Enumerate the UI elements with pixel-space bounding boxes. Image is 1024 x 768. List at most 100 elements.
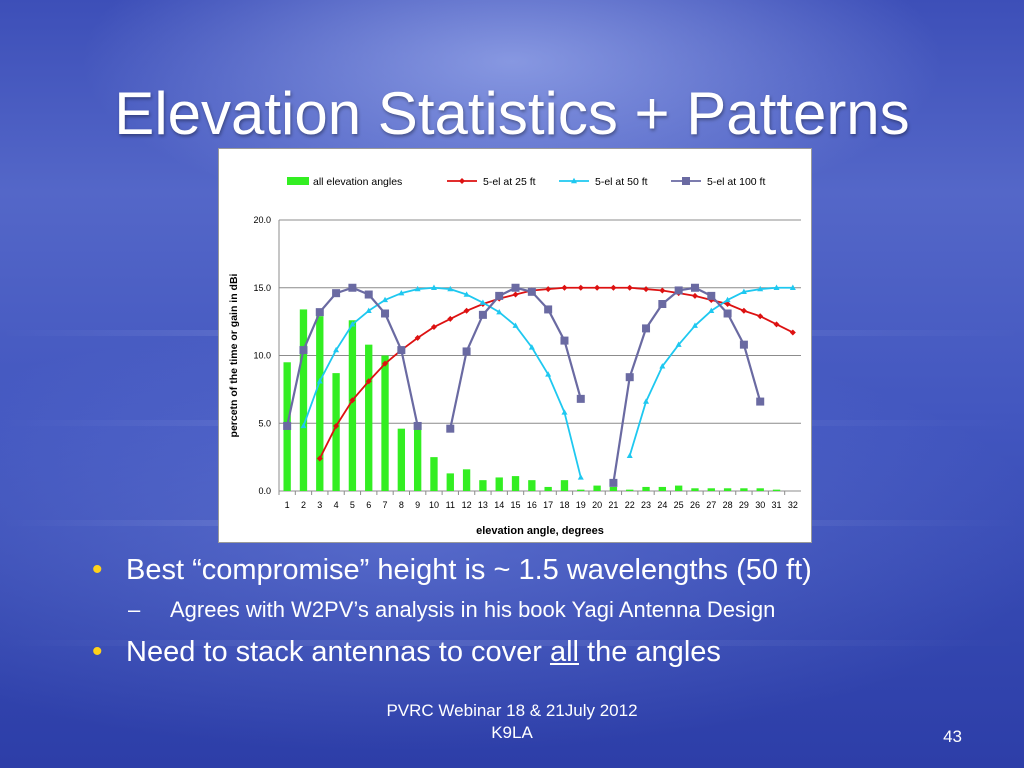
data-point [658,300,667,309]
data-point [479,299,486,305]
legend-label: 5-el at 100 ft [707,176,765,188]
data-point [560,336,569,345]
data-point [576,394,585,403]
data-point [757,313,764,320]
data-point [512,291,519,298]
data-point [659,363,666,369]
data-point [610,284,617,291]
bullet-text-underlined: all [549,636,579,668]
data-point [332,289,341,298]
data-point [478,310,487,319]
x-tick-label: 29 [739,500,749,510]
data-point [545,286,552,293]
legend-marker [571,177,577,184]
dash-icon: – [128,597,141,622]
legend-swatch [287,177,309,185]
data-point [659,287,666,294]
data-point [674,286,683,295]
bar [397,428,406,491]
data-point [447,285,454,292]
data-point [691,292,698,299]
series-line [302,286,582,478]
bar [446,473,454,491]
data-point [283,421,292,430]
bar [381,355,389,491]
bar [511,476,520,491]
legend-label: 5-el at 25 ft [483,176,536,188]
x-tick-label: 19 [576,500,586,510]
data-point [544,305,553,314]
data-point [789,284,796,290]
data-point [413,421,422,430]
data-point [577,284,584,291]
legend-label: 5-el at 50 ft [595,176,648,188]
data-point [333,422,340,429]
data-point [609,478,618,487]
data-point [496,308,503,315]
x-tick-label: 2 [301,500,306,510]
bar [740,488,748,491]
x-tick-label: 32 [788,500,798,510]
data-point [577,474,584,480]
bar [658,486,667,491]
data-point [756,397,765,406]
y-axis-title: percetn of the time or gain in dBi [228,273,240,437]
x-tick-label: 24 [657,500,667,510]
data-point [316,455,323,462]
series-line [612,286,762,484]
bar [723,488,732,491]
bar [479,480,487,491]
data-point [626,452,633,458]
bullet-text: Need to stack antennas to cover all the … [126,634,721,670]
x-tick-label: 16 [527,500,537,510]
footer-line-1: PVRC Webinar 18 & 21July 2012 [386,701,638,720]
x-tick-label: 6 [366,500,371,510]
legend-marker [459,178,465,184]
bullet-text: Best “compromise” height is ~ 1.5 wavele… [126,554,812,586]
bar [413,423,422,491]
data-point [773,284,780,290]
y-tick-label: 0.0 [258,486,271,496]
x-tick-label: 1 [285,500,290,510]
data-point [398,289,405,296]
footer-text: PVRC Webinar 18 & 21July 2012 K9LA [362,700,662,744]
x-tick-label: 7 [383,500,388,510]
bar [772,489,781,491]
data-point [511,283,520,292]
data-point [643,286,650,293]
bar [299,309,308,491]
x-tick-label: 21 [608,500,618,510]
x-tick-label: 28 [723,500,733,510]
legend-label: all elevation angles [313,176,402,188]
data-point [773,321,780,328]
x-tick-label: 23 [641,500,651,510]
x-tick-label: 20 [592,500,602,510]
y-tick-label: 15.0 [253,283,271,293]
x-tick-label: 26 [690,500,700,510]
data-point [594,284,601,291]
bar [577,489,585,491]
x-tick-label: 18 [559,500,569,510]
bar [495,477,503,491]
data-point [495,291,504,300]
x-tick-label: 12 [462,500,472,510]
x-tick-label: 25 [674,500,684,510]
x-tick-label: 31 [772,500,782,510]
bar [560,480,569,491]
bar [642,486,650,491]
data-point [757,285,764,292]
bar [316,316,324,491]
data-point [723,309,732,318]
x-tick-label: 14 [494,500,504,510]
bar [593,485,601,491]
bar [332,373,340,491]
legend-marker [682,177,690,185]
data-point [315,308,324,317]
data-point [333,346,340,353]
x-tick-label: 11 [446,500,455,510]
data-point [707,291,716,300]
data-point [708,307,715,313]
data-point [561,409,568,415]
bar [756,488,764,491]
bar [674,485,683,491]
